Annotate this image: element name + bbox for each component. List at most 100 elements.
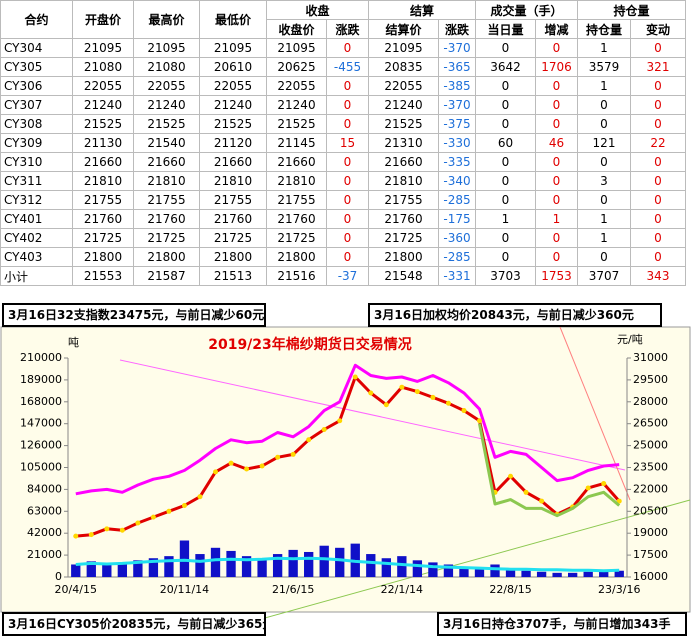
marker: [601, 481, 607, 487]
marker: [259, 463, 265, 469]
table-cell: 1753: [535, 266, 578, 286]
y2-tick-label: 16000: [633, 570, 668, 583]
marker: [150, 514, 156, 520]
table-cell: 21513: [199, 266, 267, 286]
bar: [443, 564, 454, 577]
table-cell: 20610: [199, 57, 267, 77]
y2-tick-label: 26500: [633, 417, 668, 430]
y2-tick-label: 28000: [633, 395, 668, 408]
bar: [226, 550, 236, 577]
table-row: CY401 21760 21760 21760 21760 0 21760 -175 1 1 1 0: [0, 209, 686, 229]
y2-tick-label: 25000: [633, 439, 668, 452]
bar: [133, 560, 143, 577]
table-cell: 合约: [0, 0, 73, 39]
bar: [459, 568, 469, 577]
table-cell: 21548: [368, 266, 439, 286]
bar: [614, 570, 624, 577]
table-cell: 21755: [199, 190, 267, 210]
bar: [210, 547, 221, 577]
table-row: CY305 21080 21080 20610 20625 -455 20835 -365 36…: [0, 57, 686, 77]
marker: [119, 527, 125, 533]
marker: [290, 451, 296, 457]
table-cell: 21095: [133, 38, 200, 58]
line: [75, 363, 620, 496]
bar: [102, 563, 112, 577]
marker: [244, 466, 250, 472]
marker: [213, 469, 219, 475]
y2-tick-label: 20500: [633, 504, 668, 517]
marker: [523, 489, 529, 495]
marker: [104, 526, 110, 532]
table-cell: 21516: [266, 266, 327, 286]
bar: [505, 568, 516, 577]
marker: [383, 402, 389, 408]
bar: [304, 551, 314, 577]
table-cell: 21525: [133, 114, 200, 134]
table-cell: CY310: [0, 152, 73, 172]
marker: [321, 427, 327, 433]
bar: [567, 572, 578, 577]
table-cell: 开盘价: [72, 0, 134, 39]
y2-tick-label: 31000: [633, 351, 668, 364]
y-tick-label: 63000: [27, 504, 62, 517]
table-cell: 22055: [199, 76, 267, 96]
bar: [599, 571, 609, 577]
marker: [476, 418, 482, 424]
bar: [179, 540, 190, 577]
marker: [306, 437, 312, 443]
table-cell: 0: [630, 114, 686, 134]
table-row: CY307 21240 21240 21240 21240 0 21240 -370 0 0 0 0: [0, 95, 686, 115]
bar: [397, 556, 407, 577]
annotation: 3月16日持仓3707手，与前日增加343手: [437, 612, 687, 636]
table-cell: -365: [438, 57, 476, 77]
marker: [585, 485, 591, 491]
marker: [166, 508, 172, 514]
table-cell: 21080: [133, 57, 200, 77]
annotation: 3月16日CY305价20835元，与前日减少365元: [2, 612, 266, 636]
marker: [445, 400, 451, 406]
bar: [335, 547, 345, 577]
table-row: CY309 21130 21540 21120 21145 15 21310 -330 60 46…: [0, 133, 686, 153]
marker: [539, 498, 545, 504]
table-cell: 21760: [199, 209, 267, 229]
x-tick-label: 23/3/16: [598, 583, 640, 596]
bar: [474, 567, 485, 577]
bar: [428, 562, 438, 577]
trend-line: [559, 326, 631, 501]
table-cell: 21525: [199, 114, 267, 134]
table-cell: 3642: [475, 57, 536, 77]
marker: [135, 520, 141, 526]
table-cell: -385: [438, 76, 476, 96]
table-cell: 3579: [577, 57, 631, 77]
table-cell: 21587: [133, 266, 200, 286]
y-tick-label: 126000: [20, 439, 62, 452]
x-tick-label: 20/11/14: [160, 583, 209, 596]
y2-tick-label: 29500: [633, 373, 668, 386]
marker: [181, 502, 187, 508]
marker: [414, 389, 420, 395]
table-cell: 3707: [577, 266, 631, 286]
bar: [381, 558, 391, 577]
table-cell: CY305: [0, 57, 73, 77]
bar: [241, 556, 252, 577]
table-cell: 21525: [72, 114, 134, 134]
bar: [148, 558, 159, 577]
table-row: CY308 21525 21525 21525 21525 0 21525 -375 0 0 0 0: [0, 114, 686, 134]
y-tick-label: 210000: [20, 351, 62, 364]
marker: [616, 498, 622, 504]
table-cell: 21095: [266, 38, 327, 58]
x-tick-label: 20/4/15: [55, 583, 97, 596]
marker: [73, 533, 79, 539]
table-cell: CY308: [0, 114, 73, 134]
bar: [288, 549, 298, 577]
bar: [272, 554, 283, 577]
table-cell: CY403: [0, 247, 73, 267]
marker: [352, 374, 358, 380]
y-tick-label: 189000: [20, 373, 62, 386]
table-row: CY312 21755 21755 21755 21755 0 21755 -285 0 0 0 0: [0, 190, 686, 210]
y-tick-label: 0: [55, 570, 62, 583]
marker: [508, 473, 514, 479]
y2-tick-label: 19000: [633, 526, 668, 539]
marker: [399, 384, 405, 390]
table-cell: 21800: [266, 247, 327, 267]
